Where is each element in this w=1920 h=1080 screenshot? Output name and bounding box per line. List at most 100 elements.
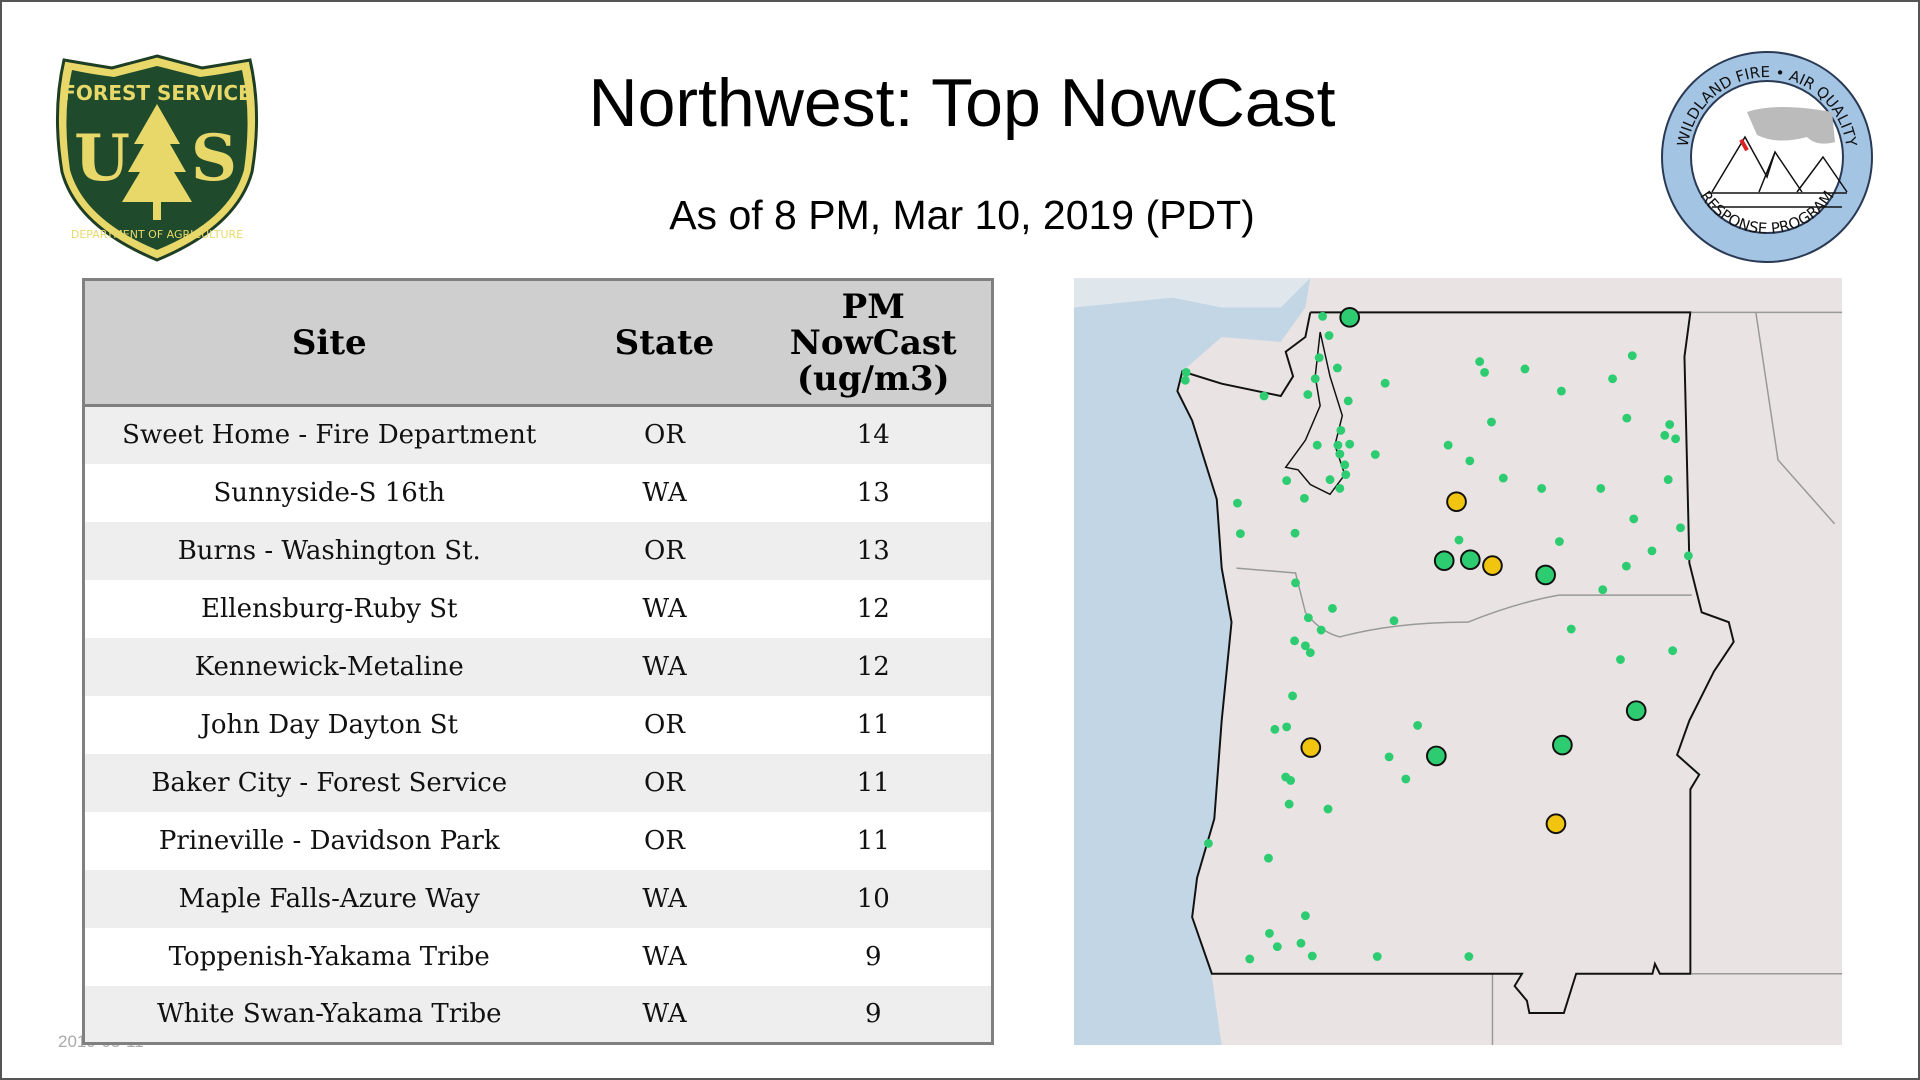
monitor-dot[interactable] — [1272, 942, 1282, 952]
monitor-dot[interactable] — [1340, 460, 1350, 470]
monitor-dot[interactable] — [1480, 367, 1490, 377]
monitor-dot[interactable] — [1310, 374, 1320, 384]
monitor-dot[interactable] — [1665, 420, 1675, 429]
monitor-dot[interactable] — [1282, 722, 1292, 732]
monitor-dot[interactable] — [1303, 390, 1313, 399]
monitor-dot[interactable] — [1556, 386, 1566, 396]
monitor-dot[interactable] — [1671, 434, 1681, 444]
top-site-marker[interactable] — [1545, 813, 1567, 835]
monitor-dot[interactable] — [1343, 396, 1353, 406]
monitor-dot[interactable] — [1259, 391, 1269, 401]
cell-value: 13 — [856, 477, 890, 508]
monitor-dot[interactable] — [1616, 655, 1625, 664]
monitor-dot[interactable] — [1596, 484, 1606, 493]
monitor-dot[interactable] — [1300, 641, 1310, 651]
monitor-dot[interactable] — [1676, 523, 1685, 533]
monitor-dot[interactable] — [1401, 774, 1411, 784]
monitor-dot[interactable] — [1324, 331, 1334, 340]
top-site-marker[interactable] — [1433, 550, 1455, 572]
top-site-marker[interactable] — [1300, 737, 1322, 758]
monitor-dot[interactable] — [1454, 535, 1464, 545]
monitor-dot[interactable] — [1328, 603, 1337, 613]
monitor-dot[interactable] — [1303, 613, 1313, 623]
monitor-dot[interactable] — [1621, 561, 1631, 571]
monitor-dot[interactable] — [1629, 514, 1639, 524]
monitor-dot[interactable] — [1316, 625, 1326, 635]
top-site-marker[interactable] — [1446, 491, 1467, 513]
top-site-marker[interactable] — [1459, 549, 1481, 571]
monitor-dot[interactable] — [1299, 493, 1309, 503]
monitor-dot[interactable] — [1475, 357, 1485, 367]
monitor-dot[interactable] — [1566, 624, 1576, 634]
monitor-dot[interactable] — [1389, 616, 1399, 626]
monitor-dot[interactable] — [1286, 776, 1296, 785]
monitor-dot[interactable] — [1332, 363, 1342, 373]
monitor-dot[interactable] — [1203, 838, 1213, 848]
monitor-dot[interactable] — [1622, 413, 1632, 423]
monitor-dot[interactable] — [1537, 484, 1547, 493]
monitor-dot[interactable] — [1307, 951, 1317, 961]
monitor-dot[interactable] — [1372, 952, 1382, 961]
monitor-dot[interactable] — [1318, 311, 1328, 321]
table-row: Baker City - Forest Service OR 11 — [83, 753, 993, 812]
monitor-dot[interactable] — [1325, 475, 1335, 485]
monitor-dot[interactable] — [1270, 724, 1280, 734]
monitor-dot[interactable] — [1314, 353, 1324, 363]
monitor-dot[interactable] — [1335, 449, 1345, 459]
monitor-dot[interactable] — [1608, 374, 1618, 384]
monitor-dot[interactable] — [1288, 691, 1298, 701]
monitor-dot[interactable] — [1464, 952, 1474, 961]
monitor-dot[interactable] — [1520, 364, 1530, 374]
monitor-dot[interactable] — [1335, 484, 1345, 493]
top-site-marker[interactable] — [1482, 555, 1503, 576]
monitor-dot[interactable] — [1282, 476, 1292, 485]
monitor-dot[interactable] — [1341, 470, 1351, 480]
monitor-dot[interactable] — [1180, 375, 1190, 385]
monitor-dot[interactable] — [1264, 853, 1273, 863]
cell-state: WA — [642, 593, 687, 624]
monitor-dot[interactable] — [1290, 528, 1300, 538]
monitor-dot[interactable] — [1554, 537, 1564, 546]
cell-site: Toppenish-Yakama Tribe — [168, 941, 490, 972]
monitor-dot[interactable] — [1290, 636, 1299, 646]
monitor-dot[interactable] — [1370, 450, 1380, 459]
top-site-marker[interactable] — [1426, 745, 1447, 767]
monitor-dot[interactable] — [1181, 367, 1191, 377]
svg-text:FOREST SERVICE: FOREST SERVICE — [62, 81, 251, 105]
monitor-dot[interactable] — [1345, 439, 1355, 449]
monitor-dot[interactable] — [1300, 911, 1310, 921]
top-site-marker[interactable] — [1535, 564, 1556, 586]
monitor-dot[interactable] — [1305, 648, 1315, 658]
monitor-dot[interactable] — [1660, 430, 1670, 440]
table-row: Burns - Washington St. OR 13 — [83, 521, 993, 580]
top-site-marker[interactable] — [1625, 700, 1647, 721]
monitor-dot[interactable] — [1413, 720, 1423, 730]
top-site-marker[interactable] — [1552, 734, 1573, 756]
monitor-dot[interactable] — [1312, 440, 1322, 450]
monitor-dot[interactable] — [1487, 417, 1496, 427]
monitor-dot[interactable] — [1647, 546, 1657, 556]
top-site-marker[interactable] — [1339, 307, 1361, 328]
monitor-dot[interactable] — [1233, 498, 1242, 508]
monitor-dot[interactable] — [1498, 473, 1508, 483]
monitor-dot[interactable] — [1627, 351, 1637, 361]
monitor-dot[interactable] — [1380, 378, 1390, 388]
monitor-dot[interactable] — [1245, 954, 1255, 964]
page-title: Northwest: Top NowCast — [588, 65, 1336, 141]
monitor-dot[interactable] — [1333, 440, 1343, 450]
monitor-dot[interactable] — [1668, 646, 1678, 656]
monitor-dot[interactable] — [1323, 804, 1333, 814]
column-header-value: PM NowCast (ug/m3) — [755, 279, 993, 407]
monitor-dot[interactable] — [1683, 551, 1693, 561]
monitor-dot[interactable] — [1336, 425, 1346, 435]
monitor-dot[interactable] — [1465, 456, 1475, 466]
monitor-dot[interactable] — [1265, 928, 1274, 938]
monitor-dot[interactable] — [1296, 938, 1306, 948]
monitor-dot[interactable] — [1598, 585, 1608, 595]
monitor-dot[interactable] — [1235, 529, 1245, 539]
monitor-dot[interactable] — [1663, 475, 1673, 485]
monitor-dot[interactable] — [1443, 440, 1453, 450]
monitor-dot[interactable] — [1284, 799, 1294, 809]
monitor-dot[interactable] — [1291, 578, 1300, 588]
monitor-dot[interactable] — [1384, 752, 1394, 762]
